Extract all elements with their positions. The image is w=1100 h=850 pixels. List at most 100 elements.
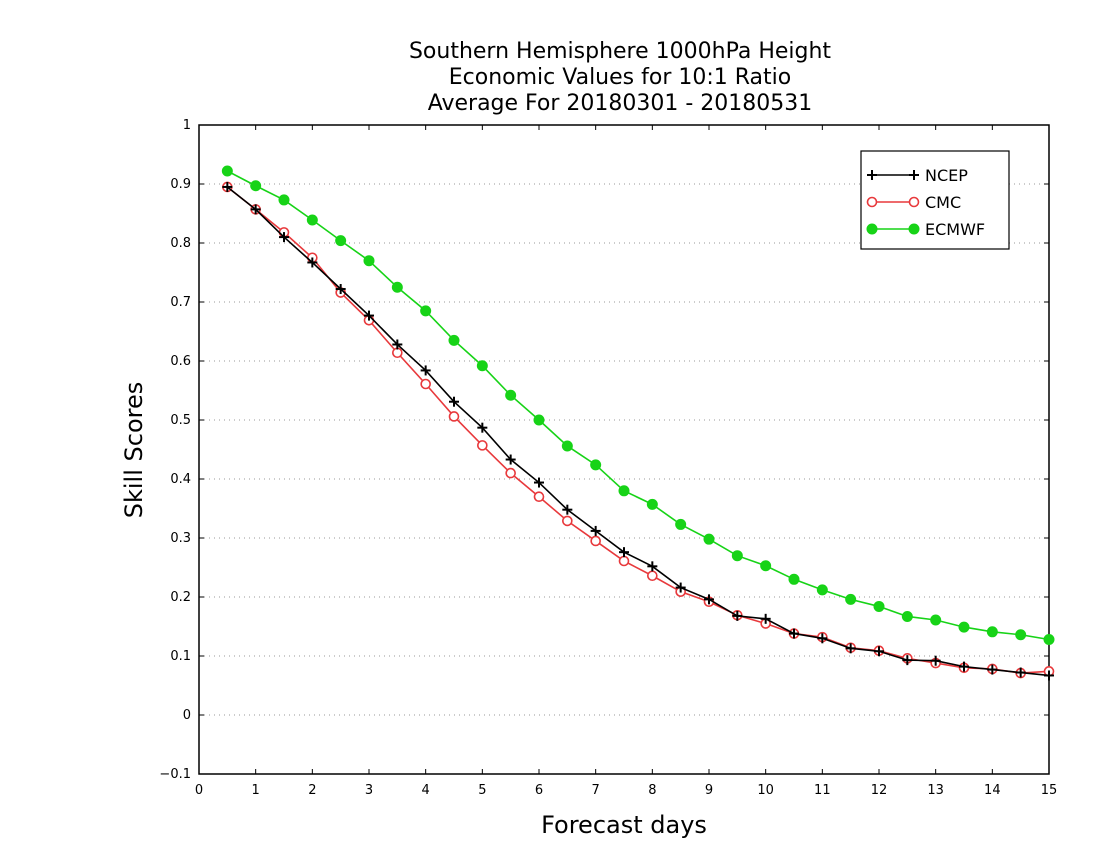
ncep-point <box>1044 670 1054 681</box>
x-tick-label: 14 <box>984 783 1001 798</box>
x-tick-label: 11 <box>814 783 831 798</box>
ncep-point <box>902 655 913 666</box>
x-tick-label: 6 <box>535 783 543 798</box>
ncep-point <box>987 664 998 675</box>
cmc-point <box>562 515 573 527</box>
ecmwf-point <box>505 389 517 401</box>
ecmwf-point <box>590 459 602 471</box>
x-tick-label: 2 <box>308 783 316 798</box>
x-tick-label: 13 <box>927 783 944 798</box>
ecmwf-point <box>958 621 970 633</box>
ncep-point <box>449 396 459 407</box>
legend-item-ecmwf: ECMWF <box>866 220 985 239</box>
ncep-point <box>760 613 771 624</box>
grid-lines <box>199 183 1049 716</box>
cmc-point <box>477 440 488 451</box>
cmc-point <box>647 570 658 582</box>
legend-box <box>860 150 1010 250</box>
y-tick-label: 0.3 <box>170 531 191 546</box>
cmc-point <box>533 491 545 503</box>
ecmwf-point <box>703 533 715 545</box>
ecmwf-point <box>845 593 857 605</box>
ncep-point <box>647 561 658 572</box>
ecmwf-point <box>363 255 375 267</box>
series-ncep <box>222 181 1054 681</box>
ncep-point <box>477 422 488 433</box>
ncep-point <box>874 646 884 657</box>
x-tick-label: 7 <box>592 783 600 798</box>
x-tick-label: 10 <box>757 783 774 798</box>
x-tick-label: 15 <box>1041 783 1058 798</box>
x-tick-label: 12 <box>871 783 888 798</box>
ncep-point <box>619 547 629 558</box>
ecmwf-point <box>646 498 658 510</box>
ncep-point <box>789 628 799 639</box>
series-cmc <box>222 181 1055 679</box>
ecmwf-point <box>930 614 942 626</box>
axis-ticks: −0.100.10.20.30.40.50.60.70.80.910 1 2 3 4 5 6… <box>159 118 1057 798</box>
ncep-point <box>534 477 544 488</box>
x-tick-label: 3 <box>365 783 373 798</box>
ecmwf-point <box>391 281 403 293</box>
ecmwf-point <box>675 518 687 530</box>
ncep-point <box>335 284 346 295</box>
ncep-point <box>817 633 828 644</box>
ecmwf-point <box>306 214 318 226</box>
ecmwf-point <box>1043 633 1055 645</box>
ecmwf-point <box>561 440 573 452</box>
legend-label: ECMWF <box>925 220 985 239</box>
ecmwf-point <box>618 485 630 497</box>
legend-marker <box>908 196 920 208</box>
legend-label: NCEP <box>925 166 968 185</box>
y-tick-label: 0 <box>183 708 191 723</box>
ncep-point <box>675 582 686 593</box>
cmc-point <box>392 347 403 359</box>
cmc-point <box>448 411 460 422</box>
ecmwf-point <box>533 414 545 426</box>
ecmwf-point <box>221 165 233 177</box>
y-tick-label: 0.6 <box>170 354 191 369</box>
series-ecmwf <box>221 165 1055 645</box>
legend-marker <box>866 196 878 208</box>
y-tick-label: 0.1 <box>170 649 191 664</box>
y-tick-label: 0.4 <box>170 472 191 487</box>
ncep-point <box>250 204 261 215</box>
ncep-point <box>364 310 374 321</box>
legend-label: CMC <box>925 193 961 212</box>
title-line-1: Southern Hemisphere 1000hPa Height <box>409 39 831 64</box>
ecmwf-point <box>901 610 913 622</box>
cmc-point <box>618 555 630 567</box>
ecmwf-point <box>788 573 800 585</box>
ncep-line <box>226 186 1050 677</box>
x-tick-label: 4 <box>422 783 430 798</box>
x-tick-label: 5 <box>478 783 486 798</box>
y-tick-label: 0.9 <box>170 177 191 192</box>
legend-marker <box>909 170 919 180</box>
cmc-point <box>505 467 516 479</box>
x-tick-label: 1 <box>252 783 260 798</box>
legend-item-cmc: CMC <box>866 193 961 212</box>
ncep-point <box>845 643 856 654</box>
ncep-point <box>930 655 941 666</box>
x-tick-label: 0 <box>195 783 203 798</box>
ncep-point <box>420 365 431 376</box>
ncep-point <box>704 594 714 605</box>
cmc-point <box>420 378 431 390</box>
ncep-point <box>1015 667 1026 678</box>
cmc-line <box>226 186 1050 674</box>
ecmwf-point <box>731 550 743 562</box>
ncep-point <box>392 339 403 350</box>
ecmwf-point <box>760 560 772 572</box>
title-line-3: Average For 20180301 - 20180531 <box>428 91 813 116</box>
plot-frame <box>198 124 1050 775</box>
y-tick-label: 0.2 <box>170 590 191 605</box>
ncep-point <box>590 525 601 536</box>
ncep-point <box>505 454 516 465</box>
ecmwf-point <box>420 305 432 317</box>
series-layer <box>221 165 1055 681</box>
ncep-point <box>732 610 743 621</box>
y-tick-label: −0.1 <box>159 767 191 782</box>
ecmwf-point <box>1015 629 1027 641</box>
ecmwf-point <box>250 180 262 192</box>
